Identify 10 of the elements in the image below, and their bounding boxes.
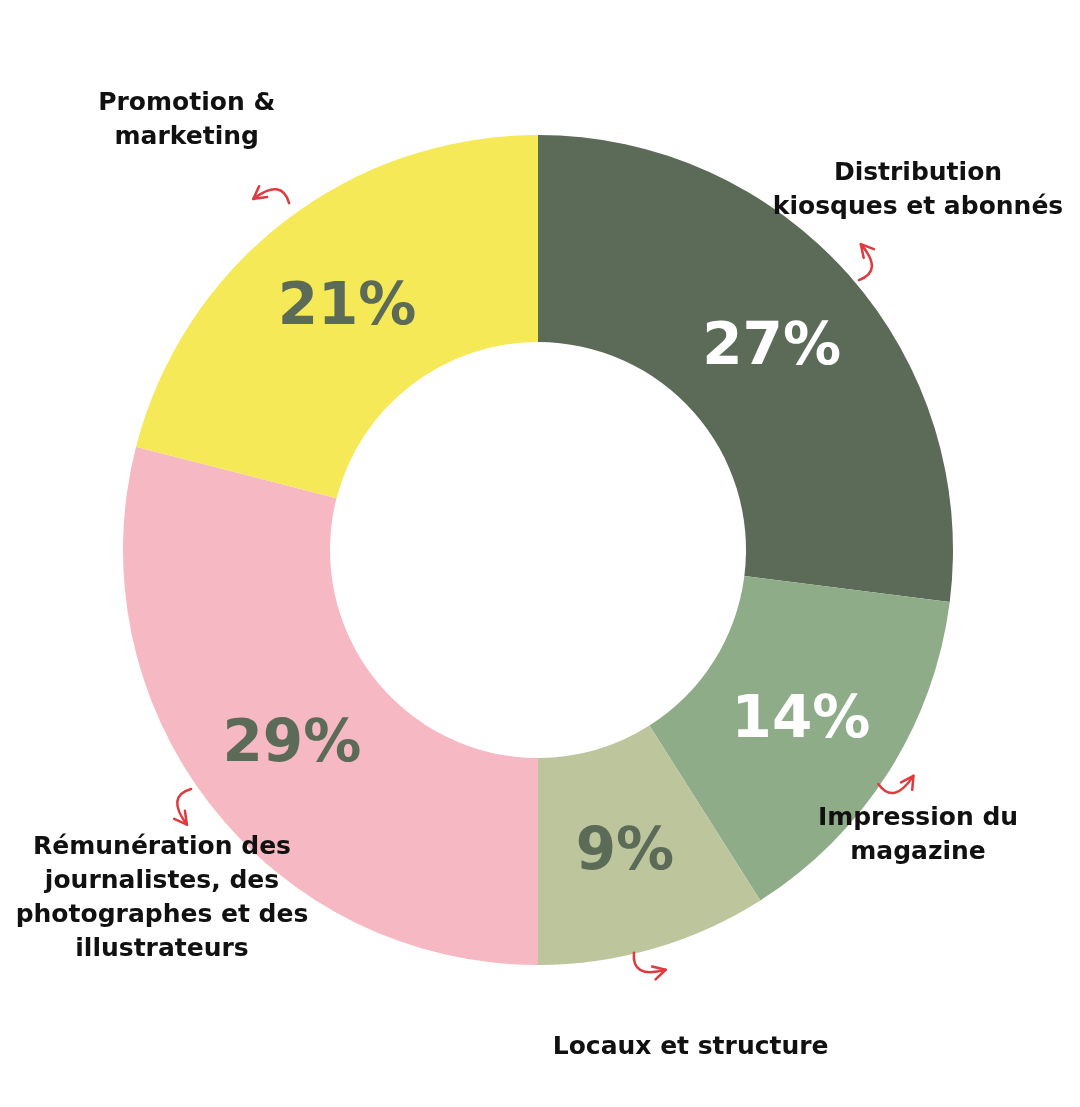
slice-label: Impression du magazine (816, 800, 1020, 867)
slice-label: Locaux et structure (551, 1030, 830, 1063)
data-label: 9% (575, 815, 675, 884)
data-label: 29% (222, 706, 362, 775)
data-label: 14% (731, 682, 871, 751)
slice-label: Rémunération des journalistes, des photographes et des illustrateurs (14, 829, 310, 964)
slice-label: Promotion & marketing (97, 86, 277, 153)
data-label: 21% (277, 269, 417, 338)
slice-label: Distribution kiosques et abonnés (771, 155, 1065, 222)
data-label: 27% (702, 310, 842, 378)
